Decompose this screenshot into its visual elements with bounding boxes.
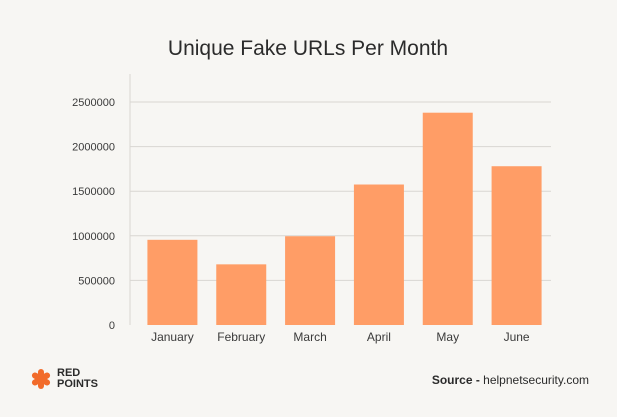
source-note: Source - helpnetsecurity.com	[432, 373, 589, 387]
brand-name: RED POINTS	[57, 368, 98, 390]
bar-april	[353, 184, 404, 325]
bar-june	[491, 166, 542, 325]
bar-january	[147, 239, 198, 325]
y-tick-label: 500000	[78, 275, 115, 287]
x-tick-label: May	[436, 330, 459, 344]
brand-line-1: RED	[57, 367, 81, 379]
x-tick-label: February	[217, 330, 265, 344]
source-value: helpnetsecurity.com	[483, 373, 589, 387]
source-label: Source -	[431, 373, 480, 387]
y-tick-label: 1500000	[72, 186, 115, 198]
bar-february	[216, 264, 267, 325]
y-tick-labels: 0 500000 1000000 1500000 2000000 2500000	[72, 97, 115, 332]
y-tick-label: 0	[109, 320, 115, 332]
x-tick-label: April	[367, 330, 391, 344]
x-tick-label: January	[151, 330, 194, 344]
bar-march	[285, 236, 336, 325]
x-tick-label: June	[504, 330, 530, 344]
red-points-star-icon	[31, 369, 51, 389]
y-tick-label: 2000000	[72, 142, 115, 154]
chart-title: Unique Fake URLs Per Month	[168, 37, 448, 60]
brand-line-2: POINTS	[57, 378, 98, 390]
x-tick-labels: January February March April May June	[151, 330, 530, 344]
red-points-logo: RED POINTS	[30, 368, 98, 390]
y-tick-label: 2500000	[72, 97, 115, 109]
x-tick-label: March	[293, 330, 326, 344]
grid-lines	[130, 101, 551, 281]
bar-may	[422, 112, 473, 325]
y-tick-label: 1000000	[72, 231, 115, 243]
bars	[147, 112, 542, 325]
